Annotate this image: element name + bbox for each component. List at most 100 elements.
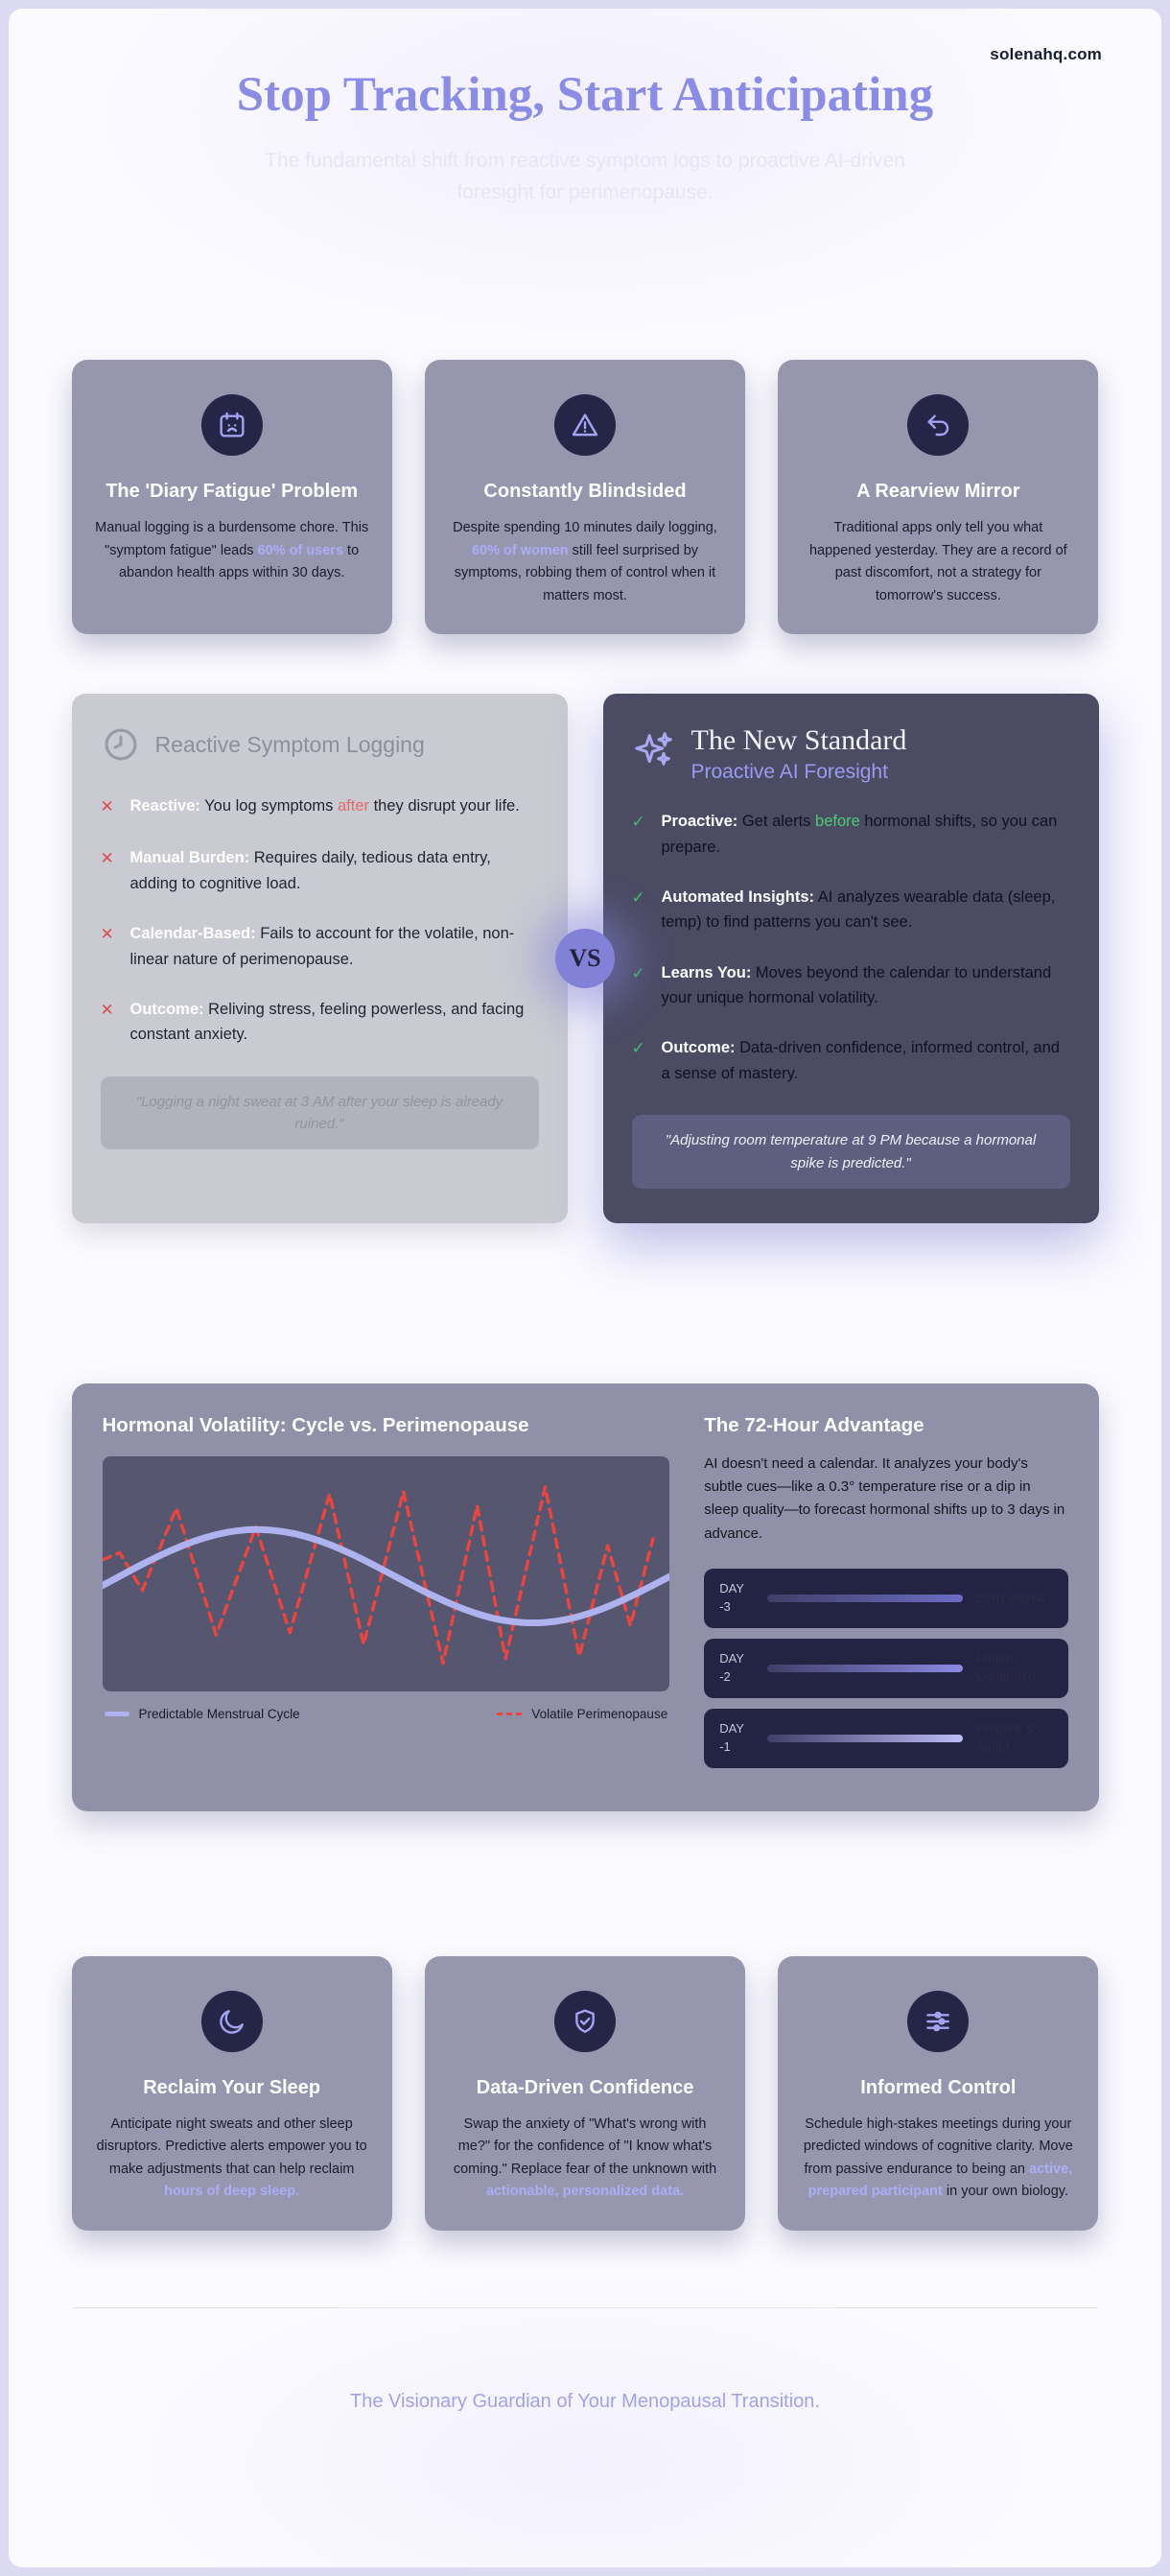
timeline-status: Pattern Confirmed <box>975 1651 1036 1684</box>
list-item: ✕ Manual Burden: Requires daily, tedious… <box>101 845 539 896</box>
list-item: ✕ Reactive: You log symptoms after they … <box>101 793 539 820</box>
old-way-panel: Reactive Symptom Logging ✕ Reactive: You… <box>71 694 568 1223</box>
page-subtitle: The fundamental shift from reactive symp… <box>265 150 905 203</box>
volatility-chart-card: Hormonal Volatility: Cycle vs. Perimenop… <box>71 1383 1099 1811</box>
benefit-cards-row: Reclaim Your Sleep Anticipate night swea… <box>71 1955 1099 2231</box>
list-item-text: Manual Burden: Requires daily, tedious d… <box>129 849 491 892</box>
predictable-cycle-line <box>102 1525 670 1626</box>
list-item: ✓ Proactive: Get alerts before hormonal … <box>632 809 1070 860</box>
timeline-status: Early Signal <box>975 1590 1045 1605</box>
comparison-section: Reactive Symptom Logging ✕ Reactive: You… <box>71 694 1099 1223</box>
problem-cards-row: The 'Diary Fatigue' Problem Manual loggi… <box>71 360 1099 635</box>
legend-label: Volatile Perimenopause <box>531 1706 668 1721</box>
legend-label: Predictable Menstrual Cycle <box>138 1706 300 1721</box>
advantage-title: The 72-Hour Advantage <box>704 1413 924 1436</box>
volatility-plot <box>102 1455 670 1691</box>
problem-card-diary-fatigue: The 'Diary Fatigue' Problem Manual loggi… <box>71 360 392 635</box>
card-body: Anticipate night sweats and other sleep … <box>96 2115 367 2200</box>
list-item-text: Outcome: Reliving stress, feeling powerl… <box>129 1000 525 1044</box>
check-mark-icon: ✓ <box>631 813 645 833</box>
benefit-card-control: Informed Control Schedule high-stakes me… <box>778 1955 1099 2231</box>
timeline-progress-bar <box>767 1664 963 1672</box>
new-standard-header: The New Standard Proactive AI Foresight <box>632 724 1070 784</box>
problem-card-blindsided: Constantly Blindsided Despite spending 1… <box>424 360 746 635</box>
list-item: ✕ Outcome: Reliving stress, feeling powe… <box>101 997 539 1048</box>
old-way-quote: "Logging a night sweat at 3 AM after you… <box>100 1075 539 1150</box>
timeline-status: Prepare & Adapt <box>975 1721 1035 1754</box>
legend-item-cycle: Predictable Menstrual Cycle <box>104 1706 300 1721</box>
check-mark-icon: ✓ <box>631 887 645 908</box>
timeline-progress-bar <box>767 1594 963 1602</box>
x-mark-icon: ✕ <box>100 925 114 945</box>
list-item-text: Learns You: Moves beyond the calendar to… <box>661 963 1052 1007</box>
list-item: ✓ Outcome: Data-driven confidence, infor… <box>632 1035 1070 1086</box>
check-mark-icon: ✓ <box>631 963 645 983</box>
old-way-header: Reactive Symptom Logging <box>101 724 539 765</box>
card-title: Data-Driven Confidence <box>476 2076 694 2098</box>
benefit-card-confidence: Data-Driven Confidence Swap the anxiety … <box>424 1955 746 2231</box>
list-item-text: Automated Insights: AI analyzes wearable… <box>661 887 1056 932</box>
new-standard-title: The New Standard <box>690 724 907 757</box>
new-standard-subtitle: Proactive AI Foresight <box>690 761 888 784</box>
new-standard-quote: "Adjusting room temperature at 9 PM beca… <box>631 1115 1070 1189</box>
cycle-line-swatch <box>104 1711 129 1716</box>
timeline-row-day-3: DAY -3 Early Signal <box>704 1568 1068 1628</box>
list-item-text: Proactive: Get alerts before hormonal sh… <box>661 813 1058 856</box>
x-mark-icon: ✕ <box>100 797 114 817</box>
moon-icon <box>219 2010 244 2034</box>
old-way-list: ✕ Reactive: You log symptoms after they … <box>101 793 539 1048</box>
list-item: ✕ Calendar-Based: Fails to account for t… <box>101 921 539 972</box>
icon-circle <box>907 1990 970 2052</box>
x-mark-icon: ✕ <box>100 849 114 869</box>
clock-icon <box>105 728 136 761</box>
shield-check-icon <box>575 2009 595 2033</box>
day-label: DAY -2 <box>719 1651 744 1684</box>
day-label: DAY -3 <box>719 1581 744 1614</box>
check-mark-icon: ✓ <box>631 1039 645 1059</box>
calendar-sad-icon <box>220 413 245 437</box>
list-item-text: Calendar-Based: Fails to account for the… <box>129 925 515 968</box>
sparkles-icon <box>634 732 672 766</box>
day-label: DAY -1 <box>719 1721 744 1754</box>
x-mark-icon: ✕ <box>100 1000 114 1020</box>
card-title: Informed Control <box>860 2076 1017 2098</box>
landing-page: solenahq.com Stop Tracking, Start Antici… <box>9 9 1161 2567</box>
volatile-perimenopause-line <box>102 1484 655 1666</box>
list-item-text: Outcome: Data-driven confidence, informe… <box>661 1039 1060 1082</box>
list-item-text: Reactive: You log symptoms after they di… <box>129 797 520 815</box>
advantage-column: The 72-Hour Advantage AI doesn't need a … <box>704 1412 1068 1779</box>
footer-tagline: The Visionary Guardian of Your Menopausa… <box>350 2390 820 2412</box>
new-standard-titles: The New Standard Proactive AI Foresight <box>691 724 907 784</box>
footer-divider <box>73 2306 1097 2308</box>
timeline-progress-bar <box>767 1734 963 1742</box>
card-title: A Rearview Mirror <box>856 481 1020 503</box>
card-body: Schedule high-stakes meetings during you… <box>803 2115 1073 2200</box>
old-way-title: Reactive Symptom Logging <box>154 731 425 757</box>
problem-card-rearview: A Rearview Mirror Traditional apps only … <box>778 360 1099 635</box>
vs-badge: VS <box>555 929 615 989</box>
icon-circle <box>200 394 263 457</box>
icon-circle <box>200 1990 263 2052</box>
card-body: Traditional apps only tell you what happ… <box>808 520 1067 603</box>
new-standard-list: ✓ Proactive: Get alerts before hormonal … <box>632 809 1070 1086</box>
card-title: Constantly Blindsided <box>483 481 687 503</box>
page-title: Stop Tracking, Start Anticipating <box>236 68 934 122</box>
chart-legend: Predictable Menstrual Cycle Volatile Per… <box>103 1707 670 1721</box>
undo-arrow-icon <box>927 414 949 437</box>
sliders-icon <box>926 2011 950 2032</box>
icon-circle <box>553 1990 616 2052</box>
volatility-chart-svg <box>102 1484 670 1666</box>
chart-title: Hormonal Volatility: Cycle vs. Perimenop… <box>102 1413 529 1436</box>
legend-item-perimenopause: Volatile Perimenopause <box>497 1707 667 1721</box>
perimenopause-dash-swatch <box>497 1712 523 1715</box>
icon-circle <box>907 394 970 457</box>
timeline-row-day-2: DAY -2 Pattern Confirmed <box>704 1638 1068 1698</box>
site-domain: solenahq.com <box>990 45 1102 63</box>
card-body: Swap the anxiety of "What's wrong with m… <box>453 2115 717 2200</box>
timeline-row-day-1: DAY -1 Prepare & Adapt <box>704 1708 1068 1768</box>
card-body: Manual logging is a burdensome chore. Th… <box>95 520 369 581</box>
list-item: ✓ Automated Insights: AI analyzes wearab… <box>632 885 1070 935</box>
advantage-body: AI doesn't need a calendar. It analyzes … <box>704 1454 1065 1542</box>
icon-circle <box>553 394 616 457</box>
